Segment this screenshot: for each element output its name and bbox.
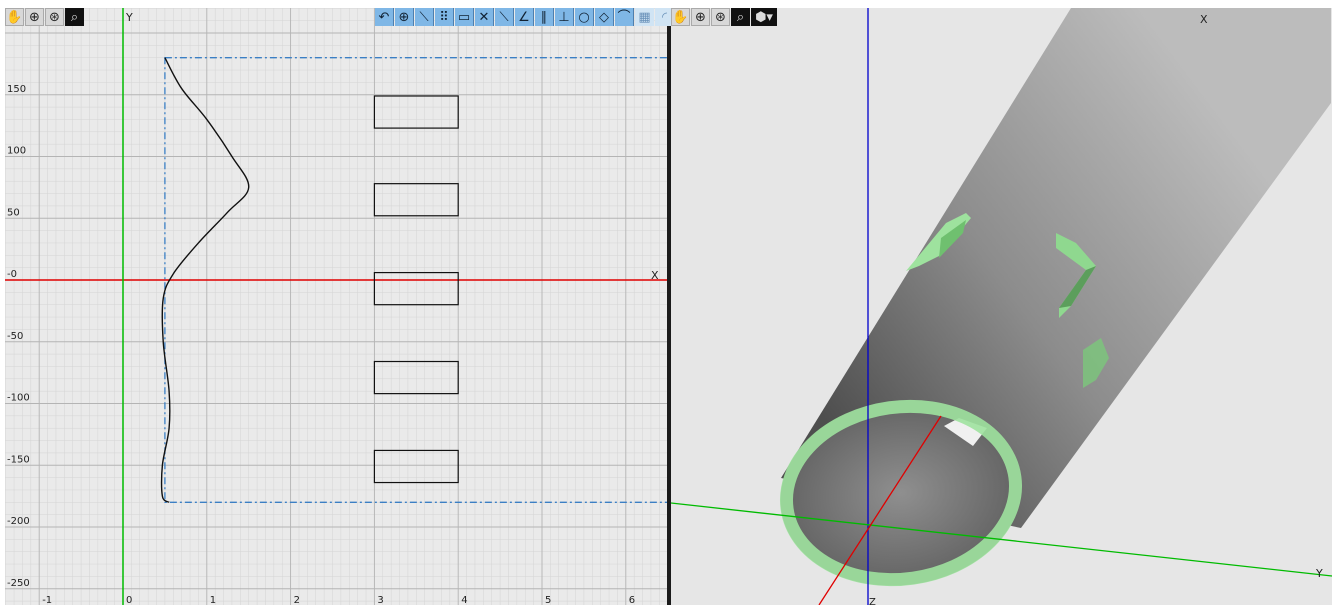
x-tick-label: 3 xyxy=(377,595,383,605)
zoom-in-icon[interactable]: ⊕ xyxy=(691,8,710,26)
y-tick-label: -0 xyxy=(7,269,17,280)
slot-rectangle[interactable] xyxy=(373,95,459,129)
axis-ticks: -1 0 1 2 3 4 5 6 150 100 50 -0 -50 -100 -150 -200 -250 xyxy=(7,84,635,605)
pan-hand-icon[interactable]: ✋ xyxy=(671,8,690,26)
slot-rectangle[interactable] xyxy=(373,183,459,217)
slot-rectangles xyxy=(373,95,459,484)
minor-grid xyxy=(5,8,667,605)
x-tick-label: 1 xyxy=(210,595,216,605)
right-view-toolbar: ✋ ⊕ ⊛ ⌕ ⬢▾ xyxy=(671,8,777,28)
tube-end-ring xyxy=(779,399,1023,587)
y-tick-label: -50 xyxy=(7,331,23,342)
trim-tool-icon[interactable]: ✕ xyxy=(475,8,494,26)
profile-curve[interactable] xyxy=(160,57,250,503)
x-tick-label: -1 xyxy=(42,595,52,605)
x-axis-label: X xyxy=(651,269,659,282)
x-tick-label: 5 xyxy=(545,595,551,605)
zoom-window-icon[interactable]: ⌕ xyxy=(65,8,84,26)
y-tick-label: -250 xyxy=(7,578,30,589)
sketch-tools-toolbar: ↶ ⊕ ⟍ ⠿ ▭ ✕ ⟍ ∠ ∥ ⊥ ○ ◇ ⌒ ▦ ◜ xyxy=(375,8,674,28)
sketch-canvas[interactable]: -1 0 1 2 3 4 5 6 150 100 50 -0 -50 -100 -150 -200 -250 X… xyxy=(5,8,667,605)
view-cube-icon[interactable]: ⬢▾ xyxy=(751,8,777,26)
snap-toggle-icon[interactable]: ◜ xyxy=(655,8,674,26)
x-axis-3d-line xyxy=(818,415,942,605)
slot-cutouts xyxy=(906,213,1109,388)
slot-rectangle[interactable] xyxy=(373,449,459,484)
circle-tool-icon[interactable]: ○ xyxy=(575,8,594,26)
y-tick-label: -200 xyxy=(7,516,30,527)
pan-hand-icon[interactable]: ✋ xyxy=(5,8,24,26)
slot-rectangle[interactable] xyxy=(373,271,459,306)
sketch-2d-view[interactable]: -1 0 1 2 3 4 5 6 150 100 50 -0 -50 -100 -150 -200 -250 X… xyxy=(5,8,667,605)
fillet-tool-icon[interactable]: ⌒ xyxy=(615,8,634,26)
grid-toggle-icon[interactable]: ▦ xyxy=(635,8,654,26)
zoom-window-icon[interactable]: ⌕ xyxy=(731,8,750,26)
x-axis-3d-label: X xyxy=(1200,13,1208,26)
zoom-fit-icon[interactable]: ⊛ xyxy=(45,8,64,26)
y-axis-label: Y xyxy=(125,11,133,24)
extend-tool-icon[interactable]: ⟍ xyxy=(495,8,514,26)
y-tick-label: -100 xyxy=(7,393,30,404)
y-tick-label: 100 xyxy=(7,146,26,157)
x-tick-label: 0 xyxy=(126,595,132,605)
angle-tool-icon[interactable]: ∠ xyxy=(515,8,534,26)
view-divider[interactable] xyxy=(667,8,671,605)
z-axis-3d-label: Z xyxy=(869,597,876,605)
y-tick-label: 150 xyxy=(7,84,26,95)
x-tick-label: 6 xyxy=(629,595,635,605)
y-axis-3d-label: Y xyxy=(1315,567,1323,580)
y-axis-3d-line xyxy=(671,502,1332,577)
x-tick-label: 4 xyxy=(461,595,467,605)
slot-rectangle[interactable] xyxy=(373,360,459,395)
rectangle-tool-icon[interactable]: ▭ xyxy=(455,8,474,26)
zoom-in-icon[interactable]: ⊕ xyxy=(25,8,44,26)
major-grid xyxy=(5,8,667,605)
point-tool-icon[interactable]: ⊕ xyxy=(395,8,414,26)
array-tool-icon[interactable]: ⠿ xyxy=(435,8,454,26)
model-3d-view[interactable]: X Y Z ✋ ⊕ ⊛ ⌕ ⬢▾ xyxy=(671,8,1332,605)
arc-tool-icon[interactable]: ↶ xyxy=(375,8,394,26)
tangent-tool-icon[interactable]: ◇ xyxy=(595,8,614,26)
x-tick-label: 2 xyxy=(294,595,300,605)
line-tool-icon[interactable]: ⟍ xyxy=(415,8,434,26)
zoom-fit-icon[interactable]: ⊛ xyxy=(711,8,730,26)
perpendicular-tool-icon[interactable]: ⊥ xyxy=(555,8,574,26)
y-tick-label: 50 xyxy=(7,207,20,218)
left-view-toolbar: ✋ ⊕ ⊛ ⌕ xyxy=(5,8,84,28)
boundary-rectangle[interactable] xyxy=(164,57,667,503)
model-canvas[interactable]: X Y Z xyxy=(671,8,1332,605)
tube-body[interactable] xyxy=(768,8,1331,601)
y-tick-label: -150 xyxy=(7,454,30,465)
parallel-tool-icon[interactable]: ∥ xyxy=(535,8,554,26)
